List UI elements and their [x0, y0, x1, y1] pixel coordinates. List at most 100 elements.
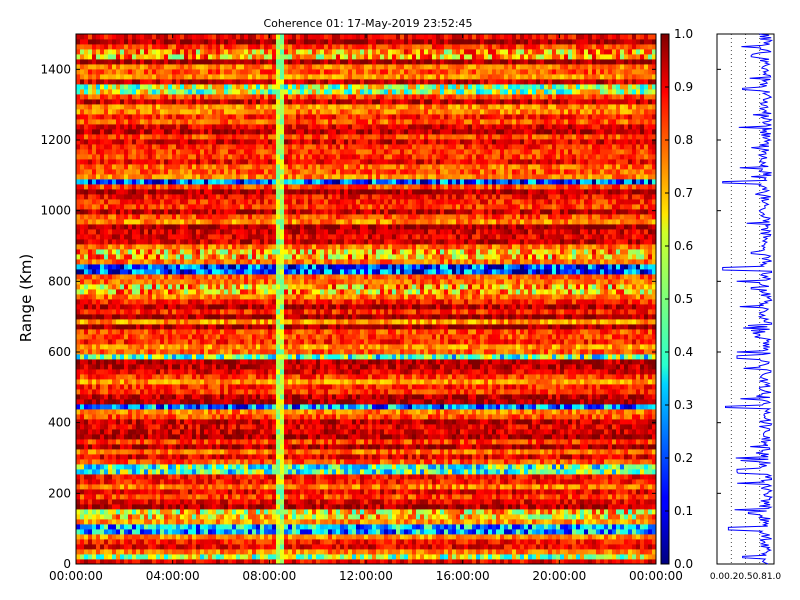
heatmap-cell	[644, 514, 649, 520]
heatmap-cell	[572, 494, 577, 500]
heatmap-cell	[268, 489, 273, 495]
heatmap-cell	[644, 439, 649, 445]
heatmap-cell	[608, 509, 613, 515]
heatmap-cell	[648, 524, 653, 530]
heatmap-cell	[332, 484, 337, 490]
heatmap-cell	[416, 519, 421, 525]
heatmap-cell	[88, 484, 93, 490]
heatmap-cell	[124, 519, 129, 525]
heatmap-cell	[128, 499, 133, 505]
heatmap-cell	[372, 524, 377, 530]
heatmap-cell	[208, 494, 213, 500]
heatmap-cell	[620, 529, 625, 535]
heatmap-cell	[348, 449, 353, 455]
heatmap-cell	[104, 464, 109, 470]
heatmap-cell	[248, 439, 253, 445]
heatmap-cell	[236, 449, 241, 455]
heatmap-cell	[636, 414, 641, 420]
heatmap-cell	[352, 439, 357, 445]
heatmap-cell	[180, 519, 185, 525]
heatmap-cell	[352, 504, 357, 510]
heatmap-cell	[364, 459, 369, 465]
heatmap-cell	[616, 414, 621, 420]
heatmap-cell	[276, 559, 281, 565]
heatmap-cell	[336, 409, 341, 415]
heatmap-cell	[120, 399, 125, 405]
heatmap-cell	[300, 454, 305, 460]
heatmap-cell	[148, 559, 153, 565]
heatmap-cell	[372, 439, 377, 445]
heatmap-cell	[100, 459, 105, 465]
heatmap-cell	[84, 504, 89, 510]
heatmap-cell	[160, 529, 165, 535]
heatmap-cell	[264, 509, 269, 515]
heatmap-cell	[588, 554, 593, 560]
heatmap-cell	[540, 474, 545, 480]
heatmap-cell	[244, 474, 249, 480]
heatmap-cell	[352, 484, 357, 490]
heatmap-cell	[640, 424, 645, 430]
heatmap-cell	[256, 414, 261, 420]
heatmap-cell	[576, 479, 581, 485]
heatmap-cell	[168, 484, 173, 490]
heatmap-cell	[628, 534, 633, 540]
heatmap-cell	[164, 509, 169, 515]
heatmap-cell	[240, 424, 245, 430]
heatmap-cell	[340, 539, 345, 545]
heatmap-cell	[264, 539, 269, 545]
heatmap-cell	[112, 389, 117, 395]
heatmap-cell	[524, 559, 529, 565]
heatmap-cell	[608, 559, 613, 565]
heatmap-cell	[624, 524, 629, 530]
heatmap-cell	[240, 554, 245, 560]
heatmap-cell	[464, 434, 469, 440]
heatmap-cell	[604, 549, 609, 555]
heatmap-cell	[80, 454, 85, 460]
heatmap-cell	[188, 434, 193, 440]
heatmap-cell	[472, 549, 477, 555]
heatmap-cell	[280, 409, 285, 415]
heatmap-cell	[636, 399, 641, 405]
heatmap-cell	[316, 519, 321, 525]
heatmap-cell	[264, 554, 269, 560]
heatmap-cell	[236, 414, 241, 420]
heatmap-cell	[184, 429, 189, 435]
heatmap-cell	[344, 424, 349, 430]
heatmap-cell	[492, 419, 497, 425]
heatmap-cell	[188, 519, 193, 525]
heatmap-cell	[392, 479, 397, 485]
heatmap-cell	[324, 554, 329, 560]
heatmap-cell	[152, 444, 157, 450]
heatmap-cell	[644, 464, 649, 470]
heatmap-cell	[492, 469, 497, 475]
heatmap-cell	[84, 469, 89, 475]
heatmap-cell	[408, 539, 413, 545]
heatmap-cell	[136, 469, 141, 475]
heatmap-cell	[212, 549, 217, 555]
heatmap-cell	[388, 484, 393, 490]
heatmap-cell	[448, 549, 453, 555]
heatmap-cell	[460, 419, 465, 425]
heatmap-cell	[344, 399, 349, 405]
heatmap-cell	[264, 529, 269, 535]
heatmap-cell	[344, 484, 349, 490]
heatmap-cell	[136, 404, 141, 410]
heatmap-cell	[648, 559, 653, 565]
heatmap-cell	[260, 509, 265, 515]
heatmap-cell	[320, 419, 325, 425]
heatmap-cell	[624, 459, 629, 465]
heatmap-cell	[192, 504, 197, 510]
heatmap-cell	[300, 549, 305, 555]
heatmap-cell	[572, 454, 577, 460]
heatmap-cell	[340, 449, 345, 455]
heatmap-cell	[440, 424, 445, 430]
heatmap-cell	[144, 484, 149, 490]
heatmap-cell	[100, 504, 105, 510]
heatmap-cell	[252, 439, 257, 445]
heatmap-cell	[548, 484, 553, 490]
heatmap-cell	[348, 514, 353, 520]
heatmap-cell	[412, 554, 417, 560]
heatmap-cell	[292, 419, 297, 425]
heatmap-cell	[604, 459, 609, 465]
heatmap-cell	[136, 434, 141, 440]
